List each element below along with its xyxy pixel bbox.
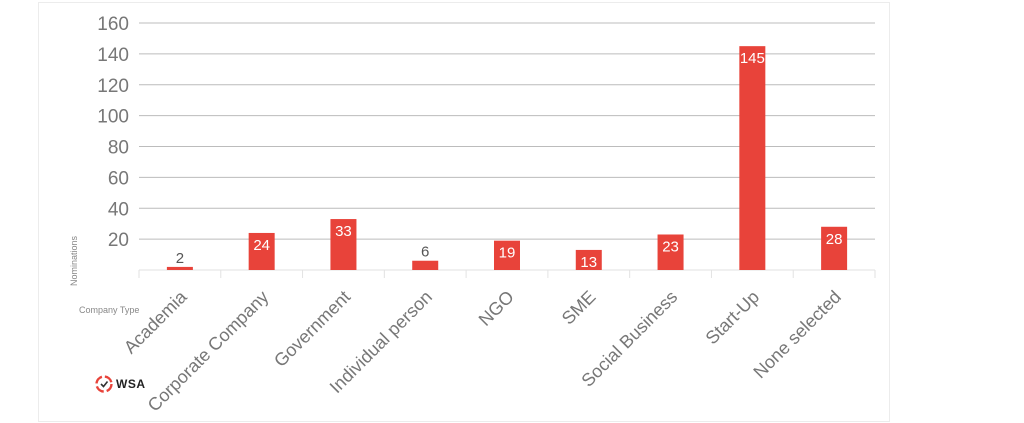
y-tick-label: 140 — [97, 45, 129, 66]
y-tick-label: 20 — [108, 230, 129, 251]
bar — [412, 260, 439, 270]
y-tick-label: 60 — [108, 168, 129, 189]
data-label: 28 — [826, 231, 843, 248]
x-tick-label: Academia — [120, 286, 191, 357]
y-axis-ticks: 20 40 60 80 100 120 140 160 — [97, 14, 129, 251]
data-label: 24 — [253, 237, 270, 254]
y-tick-label: 120 — [97, 76, 129, 97]
bar — [248, 232, 275, 270]
wsa-logo-icon — [95, 375, 113, 393]
bar — [575, 249, 602, 270]
data-labels: 2 24 33 6 19 13 23 145 28 — [176, 50, 843, 271]
bar — [657, 234, 684, 270]
bar — [821, 226, 848, 270]
logo-text: WSA — [116, 377, 146, 391]
x-axis-label: Company Type — [79, 305, 139, 315]
y-axis-label: Nominations — [69, 235, 79, 286]
y-tick-label: 160 — [97, 14, 129, 35]
data-label: 23 — [662, 238, 679, 255]
y-tick-label: 100 — [97, 107, 129, 128]
data-label: 19 — [499, 245, 516, 262]
bar — [330, 219, 357, 270]
data-label: 6 — [421, 244, 429, 261]
data-label: 13 — [580, 254, 597, 271]
bar — [739, 46, 766, 270]
chart-card: 20 40 60 80 100 120 140 160 2 24 33 6 19 13 23 145 28 A… — [38, 2, 890, 422]
x-tick-label: Government — [270, 287, 354, 371]
bar — [166, 266, 193, 270]
x-tick-label: Start-Up — [702, 287, 764, 349]
data-label: 2 — [176, 250, 184, 267]
y-tick-label: 40 — [108, 199, 129, 220]
data-label: 145 — [740, 50, 765, 67]
bar-chart: 20 40 60 80 100 120 140 160 2 24 33 6 19 13 23 145 28 A… — [69, 14, 876, 415]
y-tick-label: 80 — [108, 138, 129, 159]
x-tick-label: None selected — [749, 287, 845, 383]
data-label: 33 — [335, 223, 352, 240]
bars — [166, 46, 848, 270]
wsa-logo: WSA — [95, 375, 146, 393]
x-tick-label: NGO — [475, 287, 518, 330]
bar — [494, 240, 520, 270]
x-tick-label: SME — [558, 287, 600, 329]
